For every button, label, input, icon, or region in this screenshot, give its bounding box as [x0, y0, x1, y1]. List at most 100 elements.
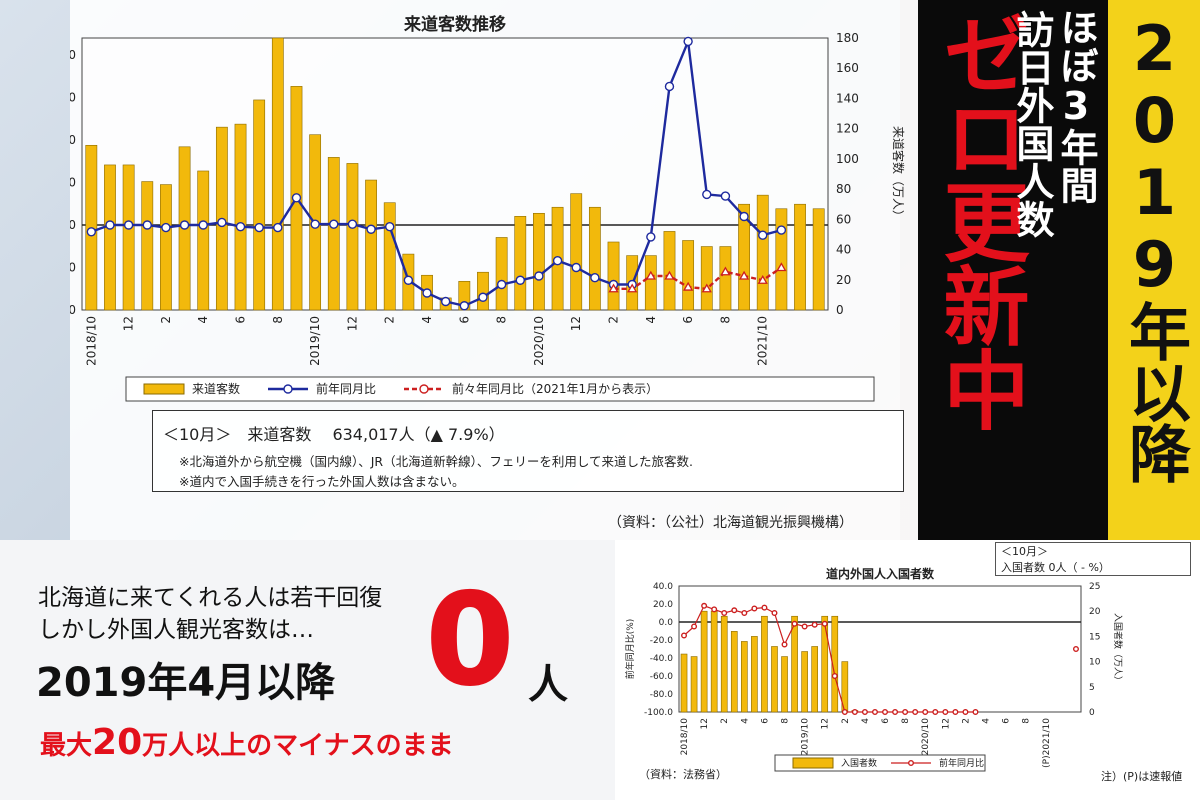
chart2-note-line1: ＜10月＞ [1001, 545, 1048, 558]
series-point [645, 270, 656, 280]
legend-swatch [792, 757, 834, 769]
series-line [613, 266, 783, 291]
series-point [691, 623, 698, 630]
chart1-summary-line2: ※北海道外から航空機（国内線）、JR（北海道新幹線）、フェリーを利用して来道した… [179, 454, 693, 469]
series-point [552, 256, 563, 266]
x-tick-label: 2 [159, 316, 173, 324]
bar [751, 636, 758, 713]
y-tick-label: 150.0 [70, 91, 76, 105]
x-tick-label: 4 [982, 718, 992, 724]
series-point [627, 283, 638, 293]
series-point [590, 273, 600, 283]
x-tick-label: 2 [383, 316, 397, 324]
legend-label: 入国者数 [841, 757, 877, 769]
series-point [217, 217, 227, 228]
series-point [86, 227, 97, 237]
bar [794, 203, 806, 311]
series-point [821, 620, 828, 627]
bar [365, 179, 377, 311]
y2-tick-label: 60 [836, 212, 851, 226]
bar [756, 194, 769, 311]
headline-yellow-band [1108, 0, 1200, 540]
series-point [942, 708, 949, 715]
series-point [142, 220, 152, 230]
y-tick-label: 0.0 [70, 218, 76, 232]
x-tick-label: 12 [569, 316, 583, 331]
caption-line2: しかし外国人観光客数は… [38, 617, 314, 643]
x-tick-label: 8 [1022, 718, 1032, 724]
x-tick-label: 6 [457, 316, 471, 324]
series-point [851, 708, 858, 715]
bar [271, 37, 284, 311]
series-point [738, 270, 750, 280]
y-tick-label: -20.0 [650, 636, 674, 646]
bar [720, 615, 728, 713]
x-tick-label: 4 [420, 316, 434, 324]
series-point [235, 221, 246, 232]
chart1-panel: 来道客数推移 200.0 150.0 100.0 50.0 0.0 -50.0 -100.0 0… [70, 0, 918, 540]
x-tick-label: 12 [122, 316, 136, 331]
bar [741, 641, 748, 713]
bar [327, 157, 340, 311]
bar [690, 656, 698, 713]
bar [253, 99, 266, 311]
series-point [273, 222, 283, 233]
caption-minus-line: 最大20万人以上のマイナスのまま [40, 722, 454, 763]
chart-title: 道内外国人入国者数 [826, 566, 935, 581]
bar [680, 653, 688, 713]
y-tick-label: 50.0 [70, 176, 76, 190]
chart2-source: （資料：法務省） [639, 768, 727, 781]
series-point [664, 270, 675, 280]
x-tick-label: 4 [740, 718, 750, 724]
legend-box [125, 376, 875, 402]
bar [775, 208, 788, 311]
series-point [739, 211, 749, 222]
x-tick-label: 2018/10 [84, 316, 98, 366]
x-tick-label: 6 [234, 316, 248, 324]
headline-sub-line1: ほぼ3年間 [1054, 8, 1098, 204]
bar [821, 615, 829, 713]
bar [197, 170, 210, 311]
series-point [254, 222, 264, 233]
bar [588, 206, 601, 311]
series-point [123, 220, 134, 230]
caption-big-zero: 0 [426, 583, 514, 695]
series-point [871, 708, 878, 715]
series-point [478, 292, 488, 302]
series-point [403, 275, 414, 285]
legend-label: 前々年同月比（2021年1月から表示） [452, 381, 658, 396]
x-tick-label: 6 [1002, 718, 1012, 724]
series-point [720, 266, 731, 276]
y-tick-label: -60.0 [650, 672, 674, 682]
chart1-summary-line1: ＜10月＞ 来道客数 634,017人（▲ 7.9%） [163, 425, 505, 444]
series-point [731, 607, 738, 614]
bar [738, 203, 750, 311]
series-point [711, 606, 718, 613]
series-point [952, 708, 959, 715]
bar [771, 646, 778, 713]
bar [122, 164, 135, 311]
x-tick-label: 4 [644, 316, 658, 324]
x-tick-label: 8 [781, 718, 791, 724]
series-point [922, 708, 929, 715]
bar [700, 246, 713, 311]
y2-tick-label: 15 [1089, 632, 1100, 642]
bar [812, 208, 825, 311]
series-point [771, 609, 778, 616]
bar [141, 181, 154, 311]
x-tick-label: 8 [901, 718, 911, 724]
caption-line1: 北海道に来てくれる人は若干回復 [38, 585, 383, 611]
caption-big-zero-badge: 0 [425, 583, 515, 695]
series-point [179, 220, 190, 230]
series-point [681, 632, 688, 639]
series-point [496, 279, 507, 290]
bar [234, 123, 247, 311]
series-point [776, 225, 787, 235]
headline-sub-line2: 訪日外国人数 [1010, 10, 1054, 238]
x-tick-label: 2 [841, 718, 851, 724]
series-point [702, 189, 712, 200]
plot-area [81, 37, 829, 311]
bar [791, 615, 798, 713]
series-point [683, 36, 693, 47]
series-point [701, 283, 712, 293]
